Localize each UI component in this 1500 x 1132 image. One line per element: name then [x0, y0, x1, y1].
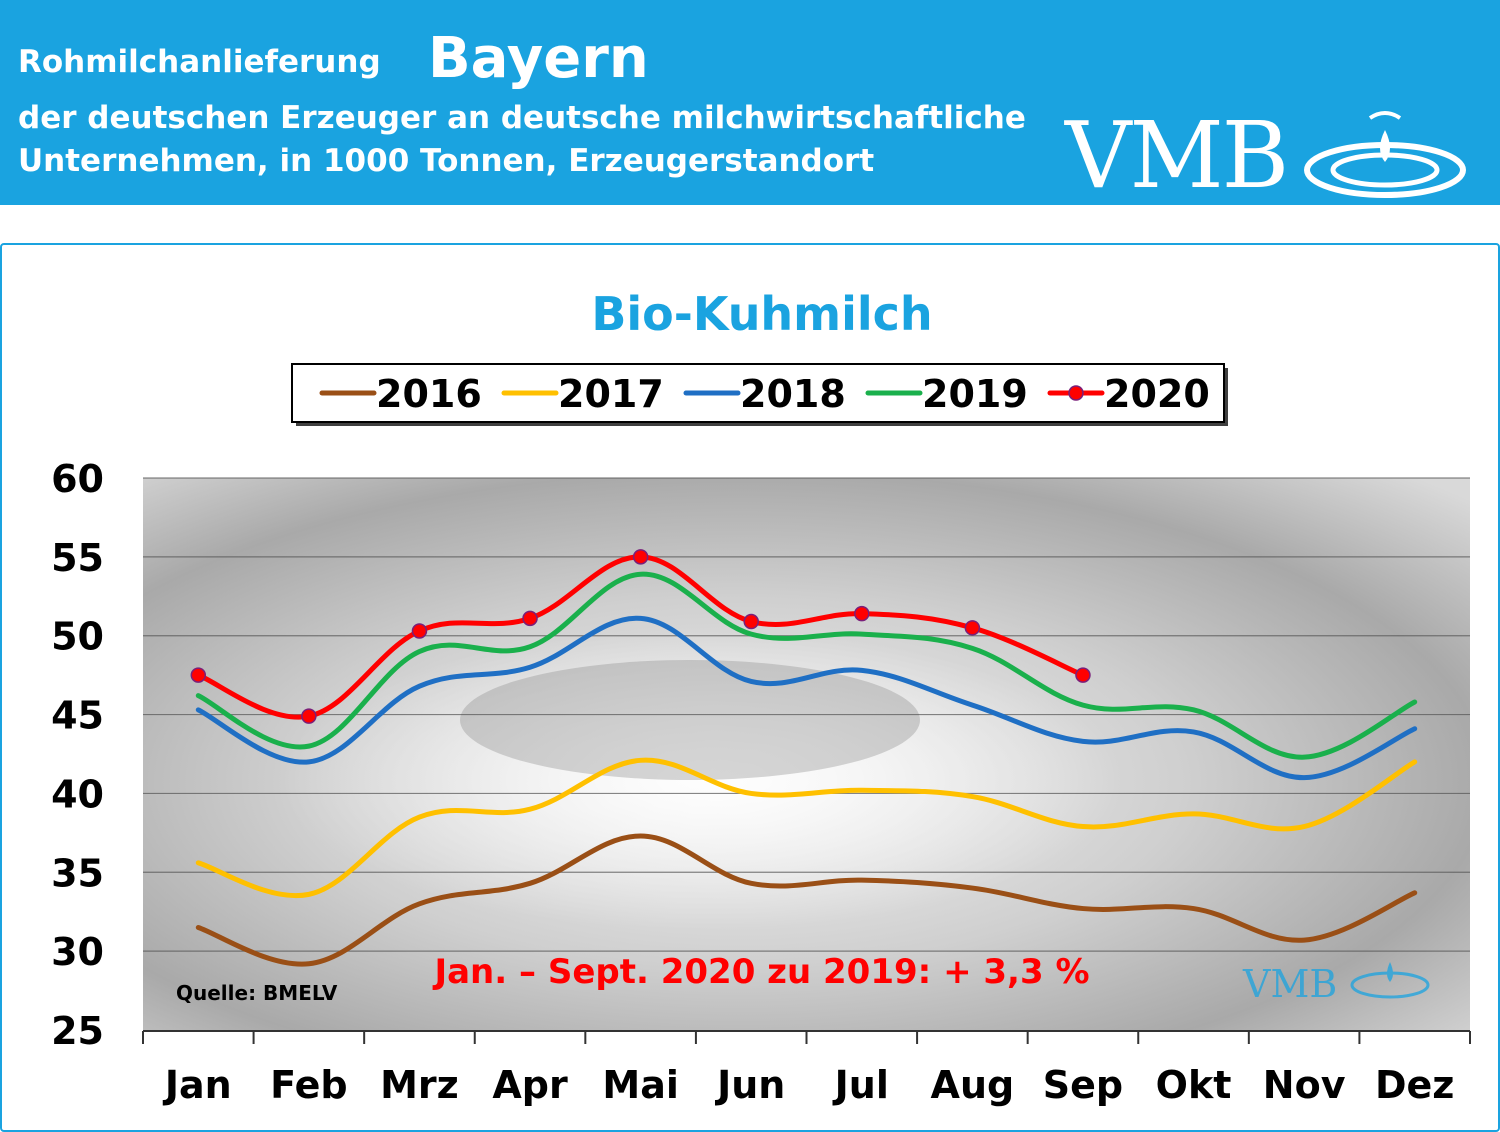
data-point-2020 — [854, 605, 870, 622]
legend: 2016 2017 2018 2019 2020 — [291, 363, 1228, 426]
header-line-2: der deutschen Erzeuger an deutsche milch… — [18, 100, 1026, 136]
legend-label-2017: 2017 — [558, 372, 664, 416]
x-tick-label: Mai — [602, 1063, 678, 1107]
vmb-logo: VMB — [1065, 102, 1289, 209]
x-tick-label: Nov — [1263, 1063, 1346, 1107]
legend-label-2016: 2016 — [376, 372, 482, 416]
milk-drop-swirl-icon — [1304, 111, 1466, 198]
x-tick-label: Aug — [931, 1063, 1015, 1107]
header-banner: Rohmilchanlieferung Bayern der deutschen… — [0, 0, 1500, 205]
series-line-2020 — [195, 554, 1086, 720]
source-label: Quelle: BMELV — [176, 981, 338, 1005]
y-tick-label: 50 — [51, 615, 104, 659]
legend-label-2018: 2018 — [740, 372, 846, 416]
data-point-2020 — [964, 620, 981, 636]
x-tick-label: Jan — [162, 1063, 232, 1107]
header-line-1: Rohmilchanlieferung — [18, 44, 381, 80]
x-tick-label: Feb — [270, 1063, 347, 1107]
data-point-2020 — [522, 610, 538, 627]
data-point-2020 — [1075, 667, 1091, 683]
watermark-text: VMB — [1242, 962, 1337, 1006]
legend-label-2019: 2019 — [922, 372, 1028, 416]
y-tick-label: 40 — [51, 772, 104, 816]
data-point-2020 — [411, 623, 428, 639]
data-point-2020 — [632, 549, 649, 565]
data-point-2020 — [743, 613, 759, 630]
y-tick-label: 60 — [51, 457, 104, 501]
x-tick-label: Dez — [1375, 1063, 1454, 1107]
vmb-watermark-logo: VMB — [1242, 962, 1430, 1006]
x-tick-label: Jul — [832, 1063, 889, 1107]
series-line-2016 — [195, 833, 1418, 967]
y-tick-label: 25 — [51, 1009, 104, 1053]
x-tick-label: Jun — [714, 1063, 785, 1107]
x-tick-label: Sep — [1043, 1063, 1123, 1107]
series-line-2017 — [195, 757, 1418, 899]
data-point-2020 — [190, 667, 207, 683]
y-tick-label: 55 — [51, 536, 104, 580]
data-point-2020 — [301, 708, 317, 724]
milk-splash-shadow — [460, 660, 920, 780]
y-tick-label: 30 — [51, 930, 104, 974]
legend-label-2020: 2020 — [1104, 372, 1210, 416]
x-tick-label: Okt — [1156, 1063, 1232, 1107]
legend-marker-2020 — [1068, 385, 1084, 401]
series-line-2019 — [195, 571, 1418, 760]
growth-annotation: Jan. – Sept. 2020 zu 2019: + 3,3 % — [432, 952, 1089, 992]
x-tick-label: Apr — [492, 1063, 568, 1107]
x-tick-label: Mrz — [380, 1063, 459, 1107]
series-line-2018 — [195, 615, 1418, 781]
y-tick-label: 45 — [51, 694, 104, 738]
y-tick-label: 35 — [51, 851, 104, 895]
milk-splash-background — [280, 630, 1120, 930]
chart-title: Bio-Kuhmilch — [591, 287, 932, 341]
header-line-3: Unternehmen, in 1000 Tonnen, Erzeugersta… — [18, 143, 875, 179]
header-region: Bayern — [428, 26, 649, 91]
